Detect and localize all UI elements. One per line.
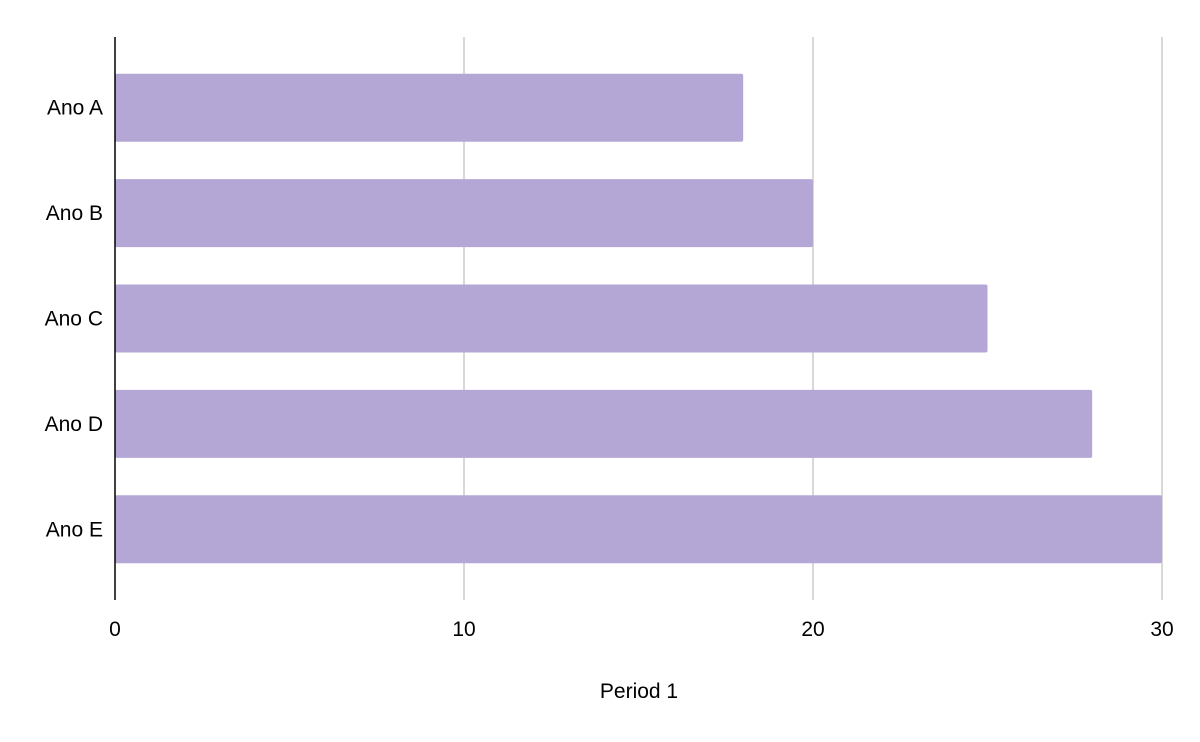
- bar-ano-d: [115, 389, 1093, 458]
- bar-ano-a: [115, 73, 744, 142]
- bar-ano-b: [115, 179, 813, 248]
- labels: 0 10 20 30 Ano A Ano B Ano C Ano D Ano E: [45, 97, 1174, 641]
- y-category-label: Ano B: [46, 202, 103, 225]
- x-tick-label: 20: [801, 618, 824, 641]
- x-tick-label: 10: [452, 618, 475, 641]
- bar-ano-c: [115, 284, 988, 353]
- bars: [115, 73, 1162, 564]
- x-axis-title: Period 1: [600, 680, 678, 703]
- y-category-label: Ano D: [45, 413, 103, 436]
- y-category-label: Ano E: [46, 518, 103, 541]
- y-category-label: Ano A: [47, 97, 103, 120]
- y-category-label: Ano C: [45, 308, 103, 331]
- x-tick-label: 30: [1150, 618, 1173, 641]
- x-tick-label: 0: [109, 618, 121, 641]
- bar-ano-e: [115, 495, 1162, 564]
